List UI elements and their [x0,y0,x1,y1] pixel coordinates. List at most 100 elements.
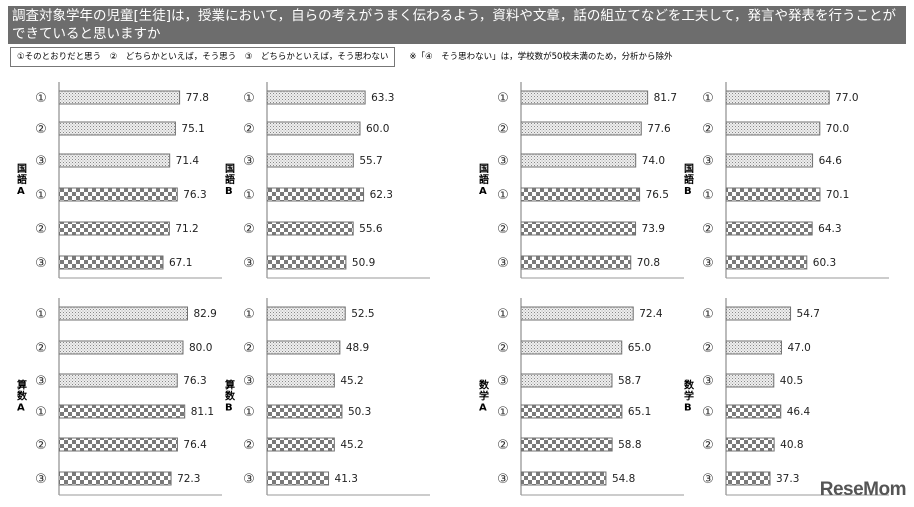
category-label: ① [702,91,714,106]
data-label: 50.9 [352,257,375,269]
category-label: ③ [497,374,509,389]
category-label: ③ [35,472,47,487]
bar [520,255,632,270]
data-label: 72.3 [177,473,200,485]
category-label: ③ [35,256,47,271]
category-label: ① [35,405,47,420]
data-label: 76.3 [183,375,206,387]
bar [58,187,178,202]
data-label: 80.0 [189,342,212,354]
bar [58,437,178,452]
data-label: 40.8 [780,439,803,451]
bar [520,437,613,452]
bar [520,340,623,355]
resemom-logo: ReseMom [819,479,907,500]
data-label: 70.1 [826,189,849,201]
data-label: 70.0 [826,123,849,135]
category-label: ① [497,405,509,420]
category-label: ① [702,188,714,203]
subject-label: 国語 A [479,163,489,197]
category-label: ③ [702,374,714,389]
bar [58,153,171,168]
bar [58,306,188,321]
bar [520,373,613,388]
exclusion-note: ※「④ そう思わない」は，学校数が50校未満のため，分析から除外 [409,52,673,62]
bar [520,153,637,168]
bar [725,255,808,270]
bar [266,306,346,321]
bar [520,187,641,202]
data-label: 77.6 [647,123,671,135]
category-label: ① [702,405,714,420]
category-label: ② [243,341,255,356]
bar [520,121,642,136]
category-label: ③ [243,256,255,271]
category-label: ③ [243,472,255,487]
category-label: ① [497,188,509,203]
category-label: ② [497,341,509,356]
category-label: ① [35,307,47,322]
subject-label: 数学 B [684,379,695,414]
category-label: ① [243,307,255,322]
category-label: ① [35,91,47,106]
data-label: 64.6 [819,155,843,167]
category-label: ② [243,122,255,137]
bar [266,90,366,105]
data-label: 47.0 [787,342,810,354]
bar [725,340,782,355]
category-label: ① [702,307,714,322]
data-label: 60.0 [366,123,389,135]
category-label: ① [243,91,255,106]
category-label: ③ [702,154,714,169]
bar [58,471,172,486]
data-label: 76.4 [183,439,207,451]
bar [266,221,354,236]
subject-label: 国語 A [17,163,27,197]
data-label: 41.3 [335,473,358,485]
data-label: 71.2 [175,223,198,235]
data-label: 67.1 [169,257,192,269]
data-label: 45.2 [340,439,363,451]
bar [266,404,343,419]
bar [266,437,335,452]
category-label: ① [497,91,509,106]
data-label: 45.2 [340,375,363,387]
data-label: 40.5 [780,375,803,387]
category-label: ② [243,222,255,237]
data-label: 54.8 [612,473,635,485]
bar [266,187,365,202]
bar [725,373,775,388]
subject-label: 算数 B [224,379,236,414]
bar [725,90,830,105]
data-label: 58.7 [618,375,641,387]
category-label: ② [702,438,714,453]
bar [266,153,354,168]
category-label: ② [243,438,255,453]
category-label: ③ [35,154,47,169]
category-label: ③ [497,154,509,169]
category-label: ① [243,188,255,203]
data-label: 52.5 [351,308,374,320]
category-label: ③ [702,472,714,487]
bar [266,471,330,486]
data-label: 81.7 [654,92,677,104]
bar [725,187,821,202]
category-label: ① [243,405,255,420]
bar [58,90,181,105]
bar [266,121,361,136]
category-label: ③ [35,374,47,389]
data-label: 76.5 [646,189,669,201]
data-label: 55.6 [359,223,383,235]
bar [58,373,178,388]
data-label: 46.4 [787,406,811,418]
data-label: 48.9 [346,342,369,354]
data-label: 75.1 [181,123,204,135]
bar [58,404,186,419]
data-label: 65.1 [628,406,651,418]
category-label: ② [702,341,714,356]
data-label: 62.3 [370,189,393,201]
data-label: 55.7 [359,155,382,167]
category-label: ③ [702,256,714,271]
bar [725,471,771,486]
category-label: ③ [497,256,509,271]
